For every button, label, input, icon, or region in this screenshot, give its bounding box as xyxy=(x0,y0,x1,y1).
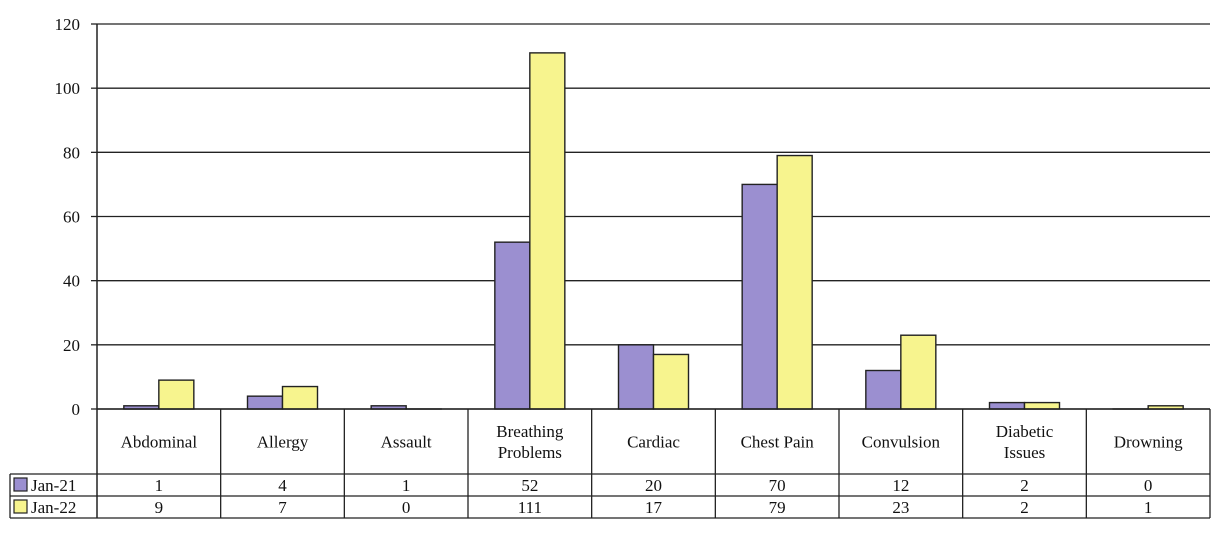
data-table-value: 23 xyxy=(892,498,909,517)
y-tick-label: 40 xyxy=(63,272,80,291)
bar xyxy=(529,52,566,410)
category-label: Cardiac xyxy=(627,433,680,452)
y-axis: 0 20 40 60 80 100 120 xyxy=(55,15,98,518)
category-label: Drowning xyxy=(1114,433,1183,452)
bar xyxy=(494,241,531,410)
data-table-value: 12 xyxy=(892,476,909,495)
category-label: Chest Pain xyxy=(741,433,815,452)
y-tick-label: 60 xyxy=(63,208,80,227)
data-table-value: 0 xyxy=(402,498,411,517)
category-label: Allergy xyxy=(257,433,309,452)
bar xyxy=(900,334,937,410)
bar xyxy=(652,353,690,410)
data-table: Abdominal Allergy Assault Breathing Problems… xyxy=(9,408,1211,519)
bar xyxy=(865,369,902,410)
data-table-value: 17 xyxy=(645,498,663,517)
data-table-value: 1 xyxy=(402,476,411,495)
legend-label: Jan-21 xyxy=(31,476,76,495)
category-label: Diabetic xyxy=(996,422,1054,441)
category-label: Problems xyxy=(498,443,562,462)
y-tick-label: 0 xyxy=(72,400,81,419)
y-tick-label: 120 xyxy=(55,15,81,34)
data-table-value: 1 xyxy=(1144,498,1153,517)
category-label: Assault xyxy=(381,433,432,452)
data-table-value: 1 xyxy=(155,476,164,495)
category-label: Convulsion xyxy=(862,433,941,452)
bars xyxy=(123,52,1184,410)
bar xyxy=(988,401,1026,410)
data-table-value: 4 xyxy=(278,476,287,495)
bar xyxy=(246,395,284,410)
bar xyxy=(1023,401,1061,410)
category-label: Abdominal xyxy=(121,433,198,452)
legend-swatch xyxy=(13,477,28,492)
bar xyxy=(741,183,778,410)
bar xyxy=(281,385,319,410)
data-table-value: 20 xyxy=(645,476,662,495)
gridlines xyxy=(97,23,1210,410)
y-tick-label: 100 xyxy=(55,79,81,98)
data-table-value: 0 xyxy=(1144,476,1153,495)
data-table-value: 7 xyxy=(278,498,287,517)
y-tick-label: 80 xyxy=(63,143,80,162)
y-tick-label: 20 xyxy=(63,336,80,355)
data-table-value: 2 xyxy=(1020,498,1029,517)
legend-swatch xyxy=(13,499,28,514)
bar xyxy=(158,379,195,410)
legend-label: Jan-22 xyxy=(31,498,76,517)
data-table-value: 79 xyxy=(769,498,786,517)
bar xyxy=(617,344,655,410)
data-table-value: 2 xyxy=(1020,476,1029,495)
data-table-value: 9 xyxy=(155,498,164,517)
data-table-value: 111 xyxy=(518,498,542,517)
category-label: Issues xyxy=(1004,443,1046,462)
bar xyxy=(776,154,813,410)
data-table-value: 52 xyxy=(521,476,538,495)
data-table-value: 70 xyxy=(769,476,786,495)
category-label: Breathing xyxy=(496,422,564,441)
